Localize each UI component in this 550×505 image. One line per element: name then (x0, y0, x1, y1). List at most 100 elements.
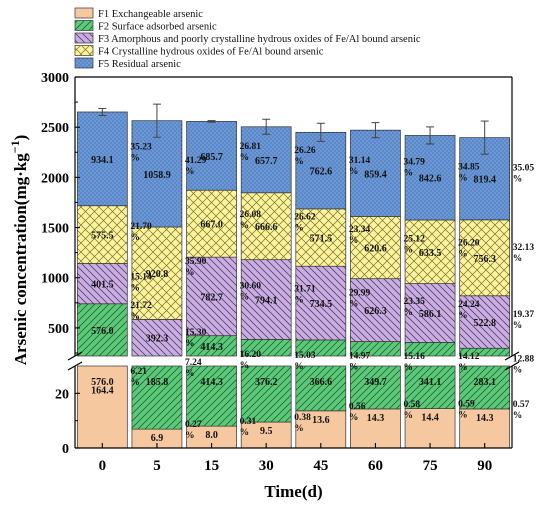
value-label: 576.0 (91, 326, 114, 337)
error-bar (371, 122, 380, 139)
value-label: 685.7 (200, 152, 223, 163)
legend-label: F4 Crystalline hydrous oxides of Fe/Al b… (98, 47, 324, 58)
value-label: 633.5 (419, 248, 442, 259)
bar-segment (295, 131, 347, 210)
value-label: 657.7 (255, 156, 278, 167)
bar-segment (295, 365, 347, 412)
bar-segment (240, 192, 292, 261)
percent-label: 15.30% (185, 328, 207, 349)
bar-segment (240, 126, 292, 194)
value-label: 842.6 (419, 174, 442, 185)
value-label: 920.8 (146, 269, 169, 280)
percent-label: 35.05% (513, 164, 535, 185)
bar-segment (186, 189, 237, 258)
legend-item: F3 Amorphous and poorly crystalline hydr… (74, 32, 421, 45)
legend-label: F1 Exchangeable arsenic (98, 9, 203, 20)
value-label: 14.4 (421, 413, 439, 424)
value-label: 14.3 (367, 413, 385, 424)
value-label: 341.1 (419, 377, 442, 388)
value-label: 782.7 (200, 292, 223, 303)
percent-label: 15.03% (294, 351, 316, 372)
value-label: 13.6 (312, 415, 330, 426)
bar-segment (186, 121, 237, 191)
percent-label: 0.38% (294, 413, 311, 434)
value-label: 366.6 (310, 377, 333, 388)
error-bar (316, 122, 325, 142)
value-label: 283.1 (473, 377, 496, 388)
bar-segment (76, 263, 128, 305)
value-label: 571.5 (310, 234, 333, 245)
percent-label: 0.31% (240, 417, 257, 438)
bar-segment (404, 365, 456, 409)
value-label: 575.5 (91, 231, 114, 242)
value-label: 14.3 (476, 413, 494, 424)
y-tick-label: 2000 (41, 171, 69, 186)
bar-segment (240, 259, 292, 340)
percent-label: 14.12% (458, 352, 480, 373)
value-label: 762.6 (310, 167, 333, 178)
percent-label: 0.57% (513, 400, 530, 421)
percent-label: 15.14% (130, 273, 152, 294)
value-label: 9.5 (260, 426, 273, 437)
legend-item: F4 Crystalline hydrous oxides of Fe/Al b… (74, 45, 324, 58)
percent-label: 7.24% (185, 358, 202, 379)
bar-segment (459, 408, 511, 449)
y-tick-label: 3000 (41, 71, 69, 86)
percent-label: 14.97% (349, 351, 371, 372)
bar-segment (350, 408, 401, 449)
y-tick-label: 0 (62, 442, 69, 457)
value-label: 349.7 (364, 377, 387, 388)
percent-label: 0.58% (403, 400, 420, 421)
bar-segment (240, 365, 292, 423)
percent-label: 15.16% (403, 352, 425, 373)
percent-label: 0.27% (185, 420, 202, 441)
legend-item: F5 Residual arsenic (74, 57, 181, 70)
value-label: 734.5 (310, 299, 333, 310)
percent-label: 26.26% (294, 146, 316, 167)
percent-label: 25.12% (403, 234, 425, 255)
bar-segment (404, 135, 456, 221)
bar-segment (240, 339, 292, 357)
y-tick-label: 500 (48, 322, 69, 337)
legend-label: F3 Amorphous and poorly crystalline hydr… (98, 34, 421, 45)
error-bar (207, 120, 216, 123)
value-label: 756.3 (473, 254, 496, 265)
bar-segment (350, 129, 401, 217)
percent-label: 16.20% (240, 350, 262, 371)
y-axis-title: Arsenic concentration(mg·kg−1) (8, 135, 30, 366)
bar-segment (459, 219, 511, 297)
bar-segment (131, 226, 183, 320)
bar-segment (131, 319, 183, 357)
percent-label: 26.08% (240, 210, 262, 231)
x-tick-label: 0 (99, 458, 107, 474)
value-label: 859.4 (364, 169, 387, 180)
bar-segment (76, 111, 128, 207)
value-label: 934.1 (91, 155, 114, 166)
bar-segment (131, 120, 183, 228)
value-label: 586.1 (419, 309, 442, 320)
percent-label: 31.71% (294, 285, 316, 306)
percent-label: 35.90% (185, 257, 207, 278)
bar-segment (404, 219, 456, 284)
percent-label: 0.59% (458, 400, 475, 421)
value-label: 1058.9 (143, 170, 171, 181)
legend-label: F5 Residual arsenic (98, 59, 181, 70)
percent-label: 41.29% (185, 156, 207, 177)
bar-segment (131, 365, 183, 430)
x-tick-label: 75 (423, 458, 438, 474)
percent-label: 26.62% (294, 213, 316, 234)
value-label: 667.0 (200, 220, 223, 231)
axis-break-right (504, 351, 520, 371)
value-label: 6.9 (151, 433, 164, 444)
percent-label: 32.13% (513, 243, 535, 264)
value-label: 576.0 (91, 377, 114, 388)
percent-label: 34.85% (458, 162, 480, 183)
bar-segment (350, 365, 401, 410)
y-tick-label: 2500 (41, 121, 69, 136)
percent-label: 35.23% (130, 142, 152, 163)
percent-label: 24.24% (458, 300, 480, 321)
y-tick-label: 1000 (41, 272, 69, 287)
percent-label: 0.56% (349, 402, 366, 423)
legend-label: F2 Surface adsorbed arsenic (98, 22, 217, 33)
